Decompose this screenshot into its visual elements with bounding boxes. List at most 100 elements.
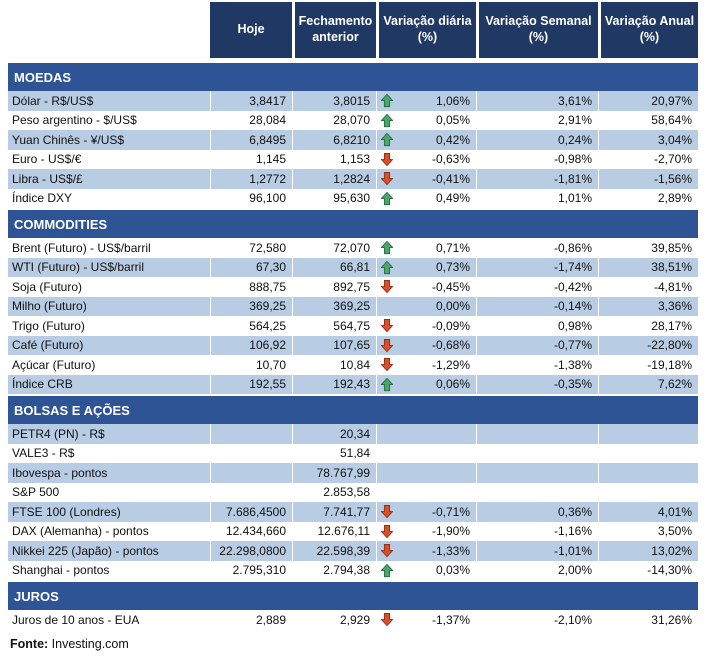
value-variacao-anual: 13,02% — [598, 541, 698, 561]
value-hoje: 888,75 — [210, 277, 292, 297]
value-fechamento-anterior: 2.794,38 — [292, 560, 376, 580]
section-title: MOEDAS — [8, 63, 698, 91]
up-arrow-icon — [379, 376, 395, 392]
value-variacao-diaria: -0,68% — [376, 335, 476, 355]
value-fechamento-anterior: 2.853,58 — [292, 482, 376, 502]
value-variacao-diaria: 0,05% — [376, 110, 476, 130]
row-label: Libra - US$/£ — [8, 169, 210, 189]
value-hoje — [210, 482, 292, 502]
row-label: Trigo (Futuro) — [12, 318, 85, 333]
value-variacao-anual — [598, 443, 698, 463]
table-row: Índice CRB 192,55 192,43 0,06% -0,35% 7,62% — [8, 374, 698, 394]
source-text: Investing.com — [48, 636, 129, 651]
value-fechamento-anterior: 564,75 — [292, 316, 376, 336]
down-arrow-icon — [379, 151, 395, 167]
value-hoje: 7.686,4500 — [210, 502, 292, 522]
value-variacao-diaria — [376, 482, 476, 502]
up-arrow-icon — [379, 112, 395, 128]
row-label: Ibovespa - pontos — [8, 463, 210, 483]
row-label: Shanghai - pontos — [12, 563, 110, 578]
value-variacao-anual: 4,01% — [598, 502, 698, 522]
table-row: Índice DXY 96,100 95,630 0,49% 1,01% 2,89% — [8, 188, 698, 208]
down-arrow-icon — [379, 612, 395, 628]
value-fechamento-anterior: 1,153 — [292, 149, 376, 169]
value-variacao-semanal: 0,98% — [476, 316, 598, 336]
value-variacao-semanal: -1,81% — [476, 169, 598, 189]
down-arrow-icon — [379, 318, 395, 334]
row-label: Peso argentino - $/US$ — [12, 113, 137, 128]
value-variacao-anual: 3,04% — [598, 130, 698, 150]
table-row: Soja (Futuro) 888,75 892,75 -0,45% -0,42% -4,… — [8, 277, 698, 297]
value-hoje: 369,25 — [210, 296, 292, 316]
down-arrow-icon — [379, 523, 395, 539]
section-bolsas-e-a-es: BOLSAS E AÇÕES PETR4 (PN) - R$ 20,34 VALE3 … — [8, 396, 698, 580]
value-hoje: 564,25 — [210, 316, 292, 336]
column-header-hoje: Hoje — [210, 2, 292, 58]
column-header-variacao-diaria: Variação diária (%) — [376, 2, 476, 58]
value-fechamento-anterior: 107,65 — [292, 335, 376, 355]
value-fechamento-anterior: 95,630 — [292, 188, 376, 208]
table-row: Açúcar (Futuro) 10,70 10,84 -1,29% -1,38% -19… — [8, 355, 698, 375]
up-arrow-icon — [379, 259, 395, 275]
row-label: Índice CRB — [8, 374, 210, 394]
section-title: BOLSAS E AÇÕES — [8, 396, 698, 424]
value-fechamento-anterior: 20,34 — [292, 424, 376, 444]
value-hoje: 3,8417 — [210, 91, 292, 111]
value-variacao-diaria: 0,03% — [376, 560, 476, 580]
value-variacao-diaria: -1,90% — [376, 521, 476, 541]
value-fechamento-anterior: 51,84 — [292, 443, 376, 463]
section-title: COMMODITIES — [8, 210, 698, 238]
up-arrow-icon — [379, 240, 395, 256]
row-label: VALE3 - R$ — [12, 446, 75, 461]
table-body: MOEDAS Dólar - R$/US$ 3,8417 3,8015 1,06% 3,6… — [8, 63, 698, 630]
value-variacao-diaria: 0,42% — [376, 130, 476, 150]
value-variacao-semanal: -0,42% — [476, 277, 598, 297]
value-variacao-anual: 58,64% — [598, 110, 698, 130]
column-header-variacao-semanal: Variação Semanal (%) — [476, 2, 598, 58]
value-fechamento-anterior: 78.767,99 — [292, 463, 376, 483]
value-fechamento-anterior: 10,84 — [292, 355, 376, 375]
value-hoje — [210, 443, 292, 463]
value-variacao-anual: 20,97% — [598, 91, 698, 111]
value-variacao-semanal: 0,36% — [476, 502, 598, 522]
column-header-variacao-anual: Variação Anual (%) — [598, 2, 698, 58]
value-variacao-semanal: -1,74% — [476, 257, 598, 277]
value-fechamento-anterior: 2,929 — [292, 610, 376, 630]
value-fechamento-anterior: 66,81 — [292, 257, 376, 277]
value-variacao-anual — [598, 463, 698, 483]
value-hoje: 67,30 — [210, 257, 292, 277]
row-label: FTSE 100 (Londres) — [8, 502, 210, 522]
value-variacao-diaria — [376, 424, 476, 444]
value-variacao-anual — [598, 424, 698, 444]
value-variacao-diaria: 0,73% — [376, 257, 476, 277]
table-header: Hoje Fechamento anterior Variação diária… — [8, 2, 698, 58]
table-row: Café (Futuro) 106,92 107,65 -0,68% -0,77% -22… — [8, 335, 698, 355]
value-variacao-anual: -2,70% — [598, 149, 698, 169]
table-row: S&P 500 2.853,58 — [8, 482, 698, 502]
row-label: Brent (Futuro) - US$/barril — [12, 240, 151, 255]
down-arrow-icon — [379, 504, 395, 520]
section-title: JUROS — [8, 582, 698, 610]
table-row: Libra - US$/£ 1,2772 1,2824 -0,41% -1,81% -1,… — [8, 169, 698, 189]
value-variacao-anual: -4,81% — [598, 277, 698, 297]
value-fechamento-anterior: 192,43 — [292, 374, 376, 394]
value-variacao-diaria: -1,37% — [376, 610, 476, 630]
value-fechamento-anterior: 7.741,77 — [292, 502, 376, 522]
table-row: Yuan Chinês - ¥/US$ 6,8495 6,8210 0,42% 0,24… — [8, 130, 698, 150]
value-variacao-diaria: -0,45% — [376, 277, 476, 297]
row-label: Soja (Futuro) — [12, 279, 83, 294]
table-row: WTI (Futuro) - US$/barril 67,30 66,81 0,73%… — [8, 257, 698, 277]
value-hoje: 22.298,0800 — [210, 541, 292, 561]
table-row: Shanghai - pontos 2.795,310 2.794,38 0,03% 2… — [8, 560, 698, 580]
value-hoje: 1,145 — [210, 149, 292, 169]
row-label: Índice DXY — [12, 191, 73, 206]
up-arrow-icon — [379, 132, 395, 148]
row-label: S&P 500 — [12, 485, 60, 500]
value-variacao-diaria: -0,63% — [376, 149, 476, 169]
value-variacao-diaria: -0,09% — [376, 316, 476, 336]
value-variacao-diaria: 0,71% — [376, 238, 476, 258]
value-variacao-anual: 28,17% — [598, 316, 698, 336]
value-hoje: 192,55 — [210, 374, 292, 394]
value-hoje: 72,580 — [210, 238, 292, 258]
